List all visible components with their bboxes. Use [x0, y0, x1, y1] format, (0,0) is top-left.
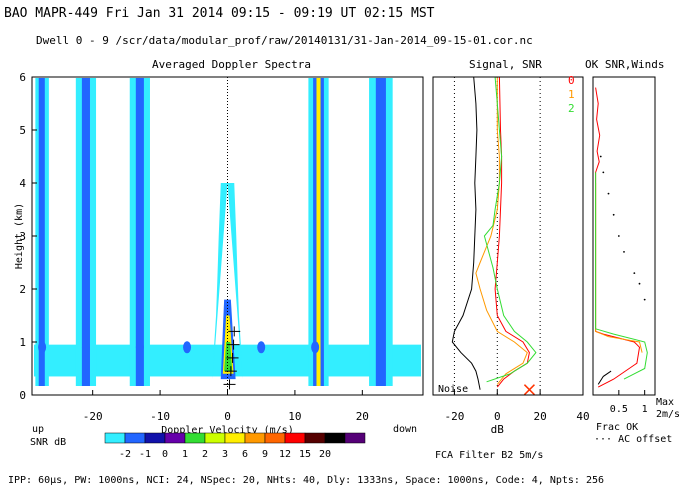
max-value: 2m/s: [656, 409, 681, 420]
surface-blob: [183, 341, 192, 354]
y-tick-label: 2: [19, 283, 26, 296]
colorbar-cell: [264, 432, 286, 444]
x-tick-label: 40: [576, 410, 589, 423]
center-plume-green: [224, 342, 233, 372]
ok-series-line: [595, 87, 641, 388]
colorbar-tick: 12: [279, 449, 291, 460]
y-tick-label: 4: [19, 177, 26, 190]
colorbar-cell: [284, 432, 306, 444]
legend-entry: 1: [568, 88, 575, 101]
x-tick-label: -10: [150, 410, 170, 423]
ac-offset-dot: [602, 171, 605, 174]
x-tick-label: 20: [534, 410, 547, 423]
x-tick-label: -20: [444, 410, 464, 423]
fca-label: FCA Filter B2 5m/s: [435, 450, 544, 461]
ok-series-line: [595, 172, 648, 380]
colorbar-tick: 3: [222, 449, 228, 460]
signal-series-line: [475, 77, 528, 385]
spectra-title: Averaged Doppler Spectra: [152, 58, 311, 71]
spectra-xlabel: Doppler Velocity (m/s): [161, 425, 293, 436]
colorbar-cell: [324, 432, 346, 444]
ok-title: OK SNR,Winds: [585, 58, 665, 71]
y-tick-label: 5: [19, 124, 26, 137]
noise-label: Noise: [438, 384, 469, 395]
x-tick-label: 0: [494, 410, 501, 423]
colorbar-cell: [344, 432, 366, 444]
colorbar-cell: [104, 432, 126, 444]
legend-entry: 0: [568, 74, 575, 87]
colorbar-tick: 0: [162, 449, 168, 460]
legend-entry: 2: [568, 102, 575, 115]
snr-db-label: SNR dB: [30, 437, 67, 448]
ac-offset-dot: [633, 272, 636, 274]
x-tick-label: 0.5: [610, 404, 628, 415]
colorbar-cell: [124, 432, 146, 444]
ok-series-line: [595, 183, 643, 353]
ac-offset-dot: [638, 282, 641, 285]
colorbar-cell: [244, 432, 266, 444]
colorbar-cell: [184, 432, 206, 444]
x-marker: [523, 384, 535, 396]
signal-frame: [432, 76, 584, 396]
colorbar-cell: [224, 432, 246, 444]
signal-xlabel: dB: [491, 423, 505, 436]
colorbar-cell: [144, 432, 166, 444]
surface-blob: [81, 341, 90, 354]
frac-ok-label: Frac OK: [596, 422, 639, 433]
y-tick-label: 0: [19, 389, 26, 402]
colorbar-tick: 15: [299, 449, 311, 460]
spectral-band: [316, 78, 321, 386]
footer-params: IPP: 60μs, PW: 1000ns, NCI: 24, NSpec: 2…: [8, 475, 605, 486]
colorbar-tick: 2: [202, 449, 208, 460]
spectral-band: [375, 78, 386, 386]
center-plume-outer: [212, 183, 243, 380]
ac-offset-dot: [599, 155, 602, 158]
colorbar-tick: 20: [319, 449, 331, 460]
up-label: up: [32, 424, 45, 435]
spectral-band: [38, 78, 45, 386]
x-tick-label: 10: [288, 410, 301, 423]
colorbar-cell: [204, 432, 226, 444]
ok-frame: [592, 76, 656, 396]
ac-offset-dot: [612, 213, 615, 216]
x-tick-label: 1: [642, 404, 648, 415]
colorbar-tick: 1: [182, 449, 188, 460]
ok-series-line: [597, 370, 612, 385]
ac-offset-dot: [607, 192, 610, 195]
surface-blob: [38, 341, 47, 354]
x-tick-label: 0: [224, 410, 231, 423]
x-tick-label: 20: [356, 410, 369, 423]
header-line1: BAO MAPR-449 Fri Jan 31 2014 09:15 - 09:…: [4, 6, 435, 21]
colorbar-tick: 6: [242, 449, 248, 460]
y-tick-label: 6: [19, 71, 26, 84]
surface-blob: [257, 341, 266, 354]
colorbar-cell: [164, 432, 186, 444]
surface-blob: [311, 341, 320, 354]
signal-series-line: [483, 76, 537, 383]
surface-blob: [377, 341, 386, 354]
x-tick-label: -20: [83, 410, 103, 423]
colorbar-tick: 9: [262, 449, 268, 460]
y-tick-label: 3: [19, 230, 26, 243]
spectra-ylabel: Height (km): [14, 203, 25, 269]
signal-title: Signal, SNR: [469, 58, 542, 71]
ac-offset-dot: [643, 298, 646, 301]
max-label: Max: [656, 397, 675, 408]
y-tick-label: 1: [19, 336, 26, 349]
spectral-band: [81, 78, 90, 386]
signal-series-line: [451, 76, 481, 390]
colorbar-tick: -1: [139, 449, 151, 460]
spectral-band: [135, 78, 144, 386]
ac-offset-dot: [617, 235, 620, 237]
surface-blob: [135, 341, 144, 354]
colorbar-tick: -2: [119, 449, 131, 460]
header-line2: Dwell 0 - 9 /scr/data/modular_prof/raw/2…: [36, 34, 533, 47]
colorbar-cell: [304, 432, 326, 444]
ac-offset-label: ··· AC offset: [594, 434, 673, 445]
down-label: down: [393, 424, 418, 435]
ac-offset-dot: [623, 251, 625, 253]
